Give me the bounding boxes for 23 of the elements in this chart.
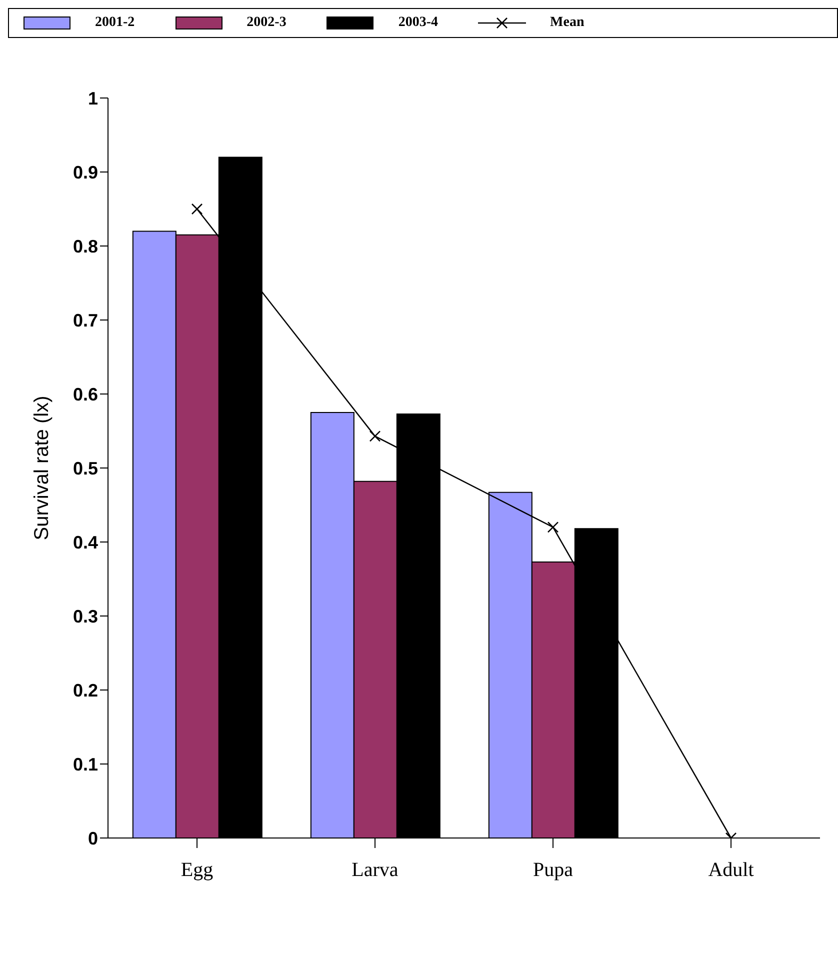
legend-label: Mean [550,15,584,31]
point [191,203,203,215]
legend-label: 2002-3 [246,15,286,31]
y-tick-label: 0.1 [72,754,98,774]
x-tick-label: Egg [180,859,214,882]
y-tick-label: 0.8 [72,236,98,256]
y-axis-title: Survival rate (lx) [31,396,53,540]
point [369,430,381,442]
point [547,522,559,533]
x-tick-label: Adult [708,859,754,882]
y-tick-label: 0.6 [72,384,98,404]
legend-label: 2001-2 [95,15,135,31]
y-tick-label: 0 [88,828,98,848]
y-tick-label: 0.4 [72,532,98,552]
legend-label: 2003-4 [398,15,438,31]
y-tick-label: 0.7 [72,310,98,330]
y-tick-label: 0.9 [72,162,98,182]
y-tick-label: 0.3 [72,606,98,626]
y-tick-label: 1 [88,88,98,108]
y-tick-label: 0.2 [72,680,98,700]
x-tick-label: Larva [352,859,398,882]
x-tick-label: Pupa [533,859,574,882]
y-tick-label: 0.5 [72,458,98,478]
